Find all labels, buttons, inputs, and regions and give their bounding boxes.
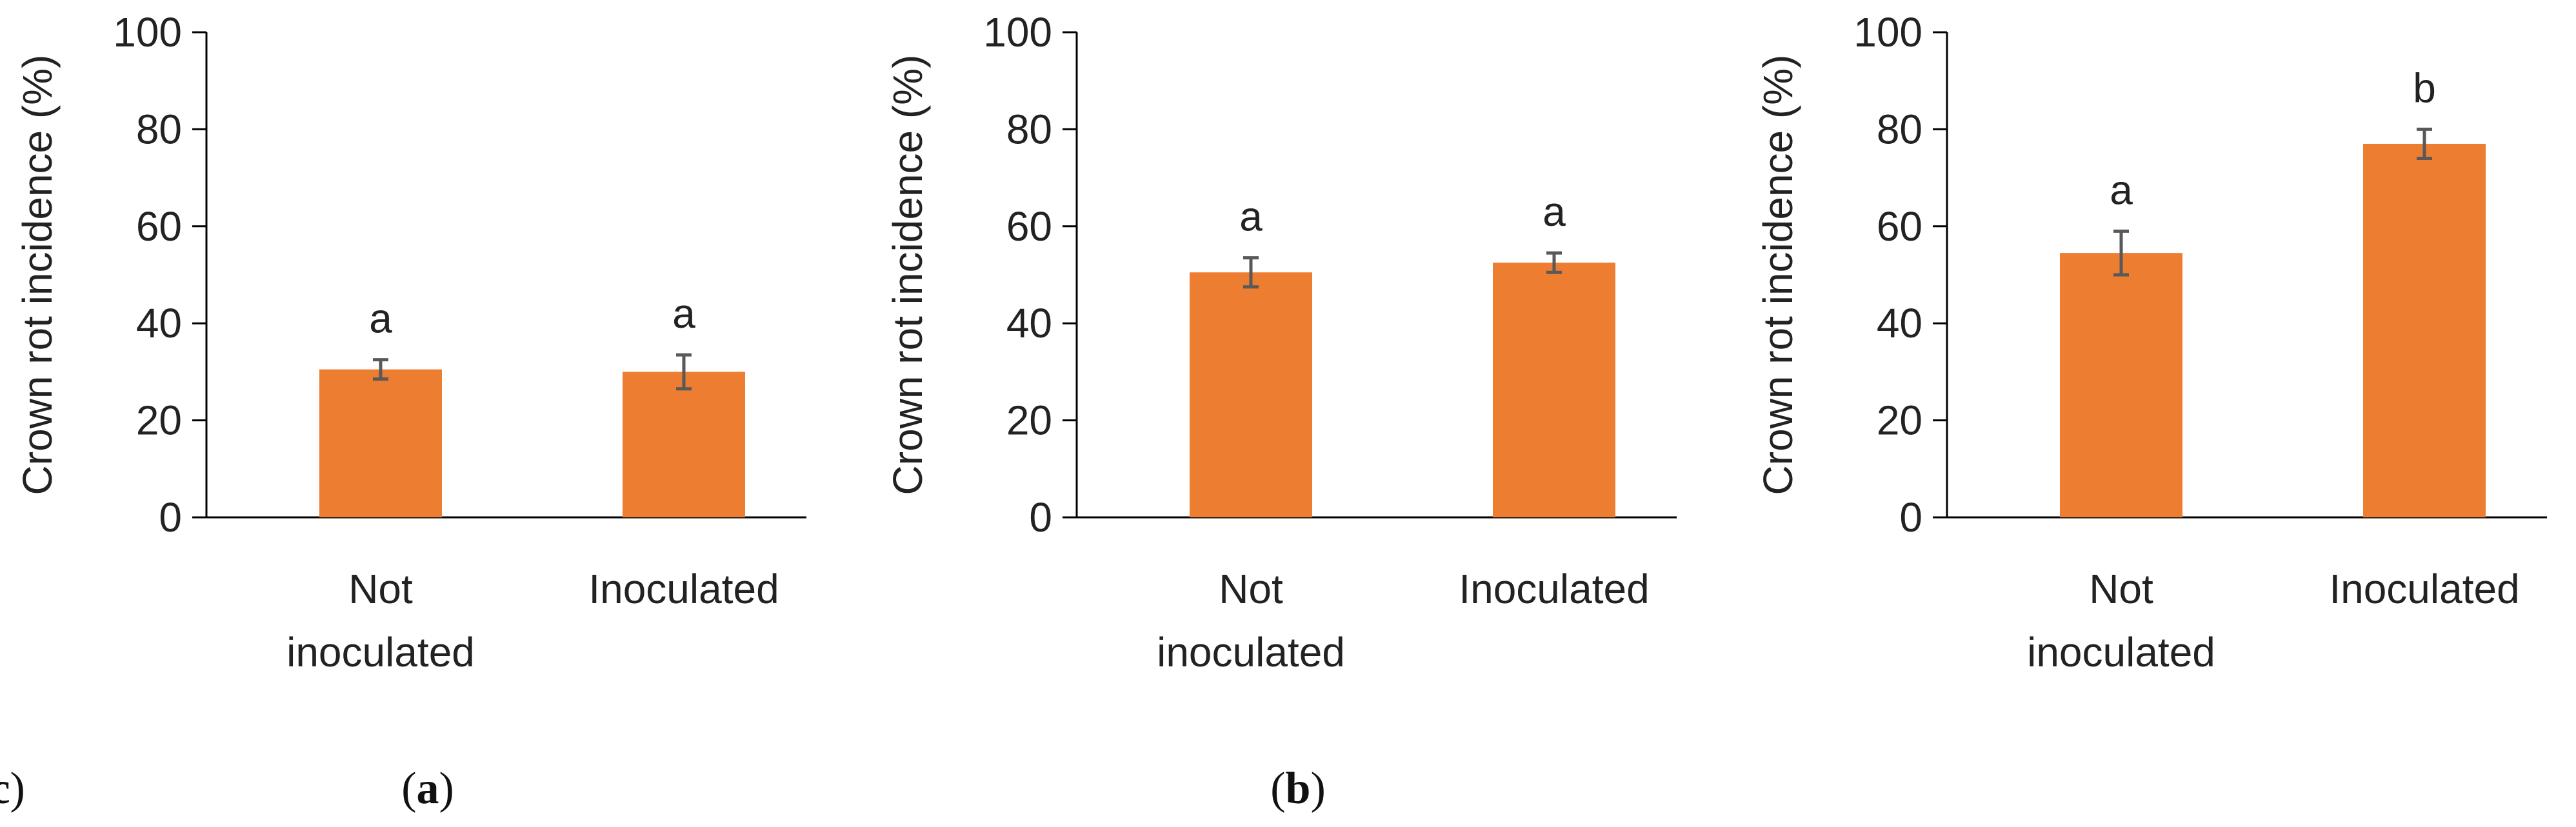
y-axis-title: Crown rot incidence (%) <box>14 55 61 495</box>
panel-caption: (a) <box>401 764 454 813</box>
y-tick-label: 100 <box>1853 9 1922 55</box>
panel-caption-close: ) <box>1310 764 1325 813</box>
y-tick-label: 40 <box>1006 300 1052 346</box>
significance-letter: b <box>2413 65 2436 111</box>
significance-letter: a <box>2110 166 2133 213</box>
bar <box>2060 253 2182 517</box>
x-category-label: Inoculated <box>1459 566 1649 612</box>
y-tick-label: 100 <box>113 9 182 55</box>
x-category-label: Inoculated <box>2329 566 2519 612</box>
bar <box>1493 263 1615 517</box>
bar <box>2363 143 2486 517</box>
y-tick-label: 20 <box>1877 397 1922 444</box>
y-axis-title: Crown rot incidence (%) <box>884 55 931 495</box>
y-tick-label: 0 <box>1899 494 1922 541</box>
x-category-label: Not <box>348 566 413 612</box>
panel-caption-letter: b <box>1286 764 1311 813</box>
y-tick-label: 40 <box>1877 300 1922 346</box>
x-category-label: Not <box>2089 566 2153 612</box>
y-tick-label: 60 <box>136 203 182 250</box>
y-axis-title: Crown rot incidence (%) <box>1755 55 1801 495</box>
panel-caption-open: ( <box>1270 764 1285 813</box>
y-tick-label: 20 <box>136 397 182 444</box>
significance-letter: a <box>369 295 392 342</box>
significance-letter: a <box>1239 194 1263 240</box>
x-category-label: inoculated <box>286 629 475 675</box>
x-category-label: inoculated <box>1157 629 1345 675</box>
y-tick-label: 80 <box>136 106 182 152</box>
bar <box>623 372 745 517</box>
panel-caption-close: ) <box>439 764 454 813</box>
y-tick-label: 40 <box>136 300 182 346</box>
y-tick-label: 60 <box>1006 203 1052 250</box>
bar <box>319 369 442 517</box>
panel-caption-letter: c <box>0 764 10 813</box>
significance-letter: a <box>1543 188 1566 235</box>
x-category-label: Inoculated <box>588 566 779 612</box>
panel-caption-open: ( <box>401 764 416 813</box>
chart-panel-b: 0 20 40 60 80 100 Crown rot incidence (%) a Not i… <box>884 9 1677 813</box>
y-tick-label: 80 <box>1877 106 1922 152</box>
panel-caption: (c) <box>0 764 25 813</box>
panel-caption-letter: a <box>417 764 439 813</box>
y-tick-label: 80 <box>1006 106 1052 152</box>
panel-caption-close: ) <box>10 764 25 813</box>
chart-panel-a: 0 20 40 60 80 100 Crown rot incidence (%) a Not i… <box>14 9 806 813</box>
y-tick-label: 0 <box>1029 494 1052 541</box>
y-tick-label: 20 <box>1006 397 1052 444</box>
significance-letter: a <box>672 290 695 337</box>
y-tick-label: 60 <box>1877 203 1922 250</box>
x-category-label: inoculated <box>2027 629 2215 675</box>
panel-caption: (b) <box>1270 764 1326 813</box>
y-tick-label: 100 <box>983 9 1052 55</box>
x-category-label: Not <box>1219 566 1283 612</box>
chart-panel-c: 0 20 40 60 80 100 Crown rot incidence (%) a Not i… <box>0 9 2547 813</box>
bar <box>1190 272 1312 517</box>
y-tick-label: 0 <box>159 494 182 541</box>
